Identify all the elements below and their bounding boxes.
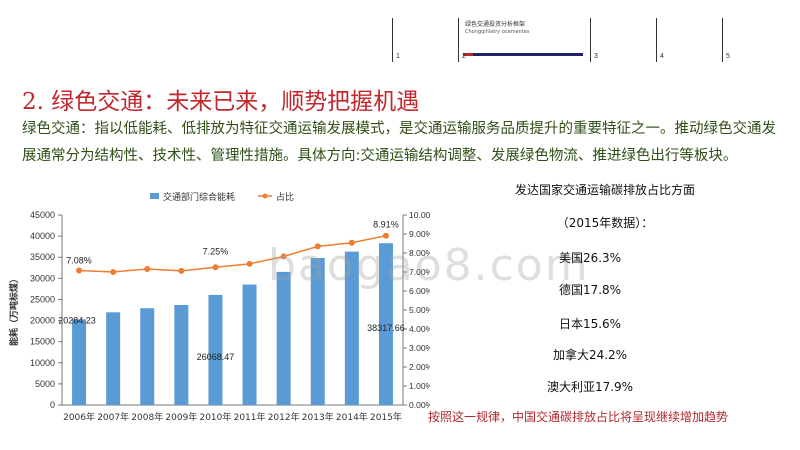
- bar: [72, 319, 87, 405]
- y-tick-label: 10000: [30, 358, 55, 368]
- bar: [242, 284, 257, 405]
- line-point: [246, 260, 253, 267]
- right-panel-subtitle: （2015年数据）：: [556, 216, 654, 230]
- nav-cell-3[interactable]: 3: [590, 18, 657, 62]
- y-axis-title: 能耗（万吨标煤）: [8, 274, 20, 346]
- y-tick-label: 0: [50, 400, 55, 410]
- y2-tick-label: 6.00%: [409, 286, 430, 296]
- y-tick-label: 15000: [30, 337, 55, 347]
- y-tick-label: 45000: [30, 210, 55, 220]
- energy-consumption-chart: 0 5000 10000 15000 20000 25000 30000 35000 40000…: [8, 191, 430, 423]
- country-share-germany: 德国17.8%: [558, 283, 622, 297]
- share-line: [79, 234, 387, 273]
- x-tick-label: 2009年: [165, 411, 197, 423]
- x-tick-label: 2007年: [97, 411, 129, 423]
- line-point: [382, 232, 389, 239]
- y2-tick-label: 1.00%: [409, 381, 430, 391]
- nav-number: 4: [660, 53, 664, 60]
- nav-active-subtitle: Chongqinlatry ocementes: [465, 29, 530, 35]
- y-tick-label: 40000: [30, 231, 55, 241]
- y2-tick-label: 8.00%: [409, 248, 430, 258]
- x-tick-label: 2014年: [336, 411, 368, 423]
- bar: [378, 243, 393, 405]
- nav-active-title: 绿色交通投资分析框架: [465, 21, 526, 28]
- nav-cell-1[interactable]: 1: [392, 18, 459, 62]
- watermark: baogao8.com: [268, 240, 590, 291]
- bar: [208, 294, 223, 405]
- line-data-label: 7.08%: [66, 255, 92, 265]
- x-tick-label: 2015年: [370, 411, 402, 423]
- legend-label-bar: 交通部门综合能耗: [163, 191, 235, 203]
- x-tick-label: 2013年: [302, 411, 334, 423]
- country-share-usa: 美国26.3%: [558, 251, 622, 265]
- bar-data-label: 38317.66: [367, 323, 405, 333]
- line-point: [212, 264, 219, 271]
- bar-data-label: 20284.23: [58, 315, 96, 325]
- country-share-australia: 澳大利亚17.9%: [546, 380, 634, 394]
- line-point: [144, 265, 151, 272]
- y2-tick-label: 3.00%: [409, 343, 430, 353]
- x-tick-label: 2011年: [234, 411, 266, 423]
- line-point: [348, 239, 355, 246]
- line-point: [110, 269, 117, 275]
- y2-tick-label: 10.00%: [409, 210, 430, 220]
- y2-tick-label: 9.00%: [409, 229, 430, 239]
- x-tick-label: 2012年: [268, 411, 300, 423]
- x-tick-label: 2010年: [199, 411, 231, 423]
- line-point: [178, 267, 185, 274]
- y2-tick-label: 2.00%: [409, 362, 430, 372]
- y2-tick-label: 0.00%: [409, 400, 430, 410]
- nav-number: 3: [594, 53, 598, 60]
- trend-note: 按照这一规律，中国交通碳排放占比将呈现继续增加趋势: [428, 410, 729, 424]
- nav-progress-bar: [463, 53, 583, 56]
- y2-tick-label: 4.00%: [409, 324, 430, 334]
- y-tick-label: 5000: [35, 379, 55, 389]
- intro-paragraph: 绿色交通：指以低能耗、低排放为特征交通运输发展模式，是交通运输服务品质提升的重要…: [22, 121, 776, 164]
- nav-number: 1: [396, 53, 400, 60]
- bar: [276, 271, 291, 405]
- nav-number: 2: [462, 53, 466, 60]
- y-tick-label: 35000: [30, 252, 55, 262]
- bar: [310, 257, 325, 405]
- y-tick-label: 20000: [30, 316, 55, 326]
- bar: [174, 304, 189, 405]
- bar: [344, 251, 359, 405]
- nav-number: 5: [726, 53, 730, 60]
- y-tick-label: 30000: [30, 273, 55, 283]
- legend-marker-line: [262, 193, 268, 199]
- nav-cell-5[interactable]: 5: [722, 18, 789, 62]
- nav-cell-4[interactable]: 4: [656, 18, 723, 62]
- line-data-label: 8.91%: [373, 220, 399, 230]
- x-tick-label: 2006年: [63, 411, 95, 423]
- section-heading: 2. 绿色交通：未来已来，顺势把握机遇: [22, 89, 420, 115]
- nav-cell-2-active[interactable]: 绿色交通投资分析框架 Chongqinlatry ocementes 2: [458, 18, 591, 62]
- country-share-canada: 加拿大24.2%: [552, 348, 628, 362]
- y-tick-label: 25000: [30, 294, 55, 304]
- y2-tick-label: 5.00%: [409, 305, 430, 315]
- line-point: [314, 243, 321, 250]
- bar-data-label: 26068.47: [197, 352, 235, 362]
- right-panel-title: 发达国家交通运输碳排放占比方面: [514, 183, 696, 197]
- country-share-japan: 日本15.6%: [558, 317, 622, 331]
- legend-label-line: 占比: [276, 191, 294, 203]
- line-data-label: 7.25%: [203, 246, 229, 256]
- bar: [140, 308, 155, 405]
- line-point: [280, 253, 287, 260]
- line-point: [76, 267, 83, 274]
- y2-tick-label: 7.00%: [409, 267, 430, 277]
- legend-swatch-bar: [150, 193, 159, 199]
- x-tick-label: 2008年: [131, 411, 163, 423]
- top-navigation: 1 绿色交通投资分析框架 Chongqinlatry ocementes 2 3…: [392, 18, 792, 62]
- bar: [106, 312, 121, 405]
